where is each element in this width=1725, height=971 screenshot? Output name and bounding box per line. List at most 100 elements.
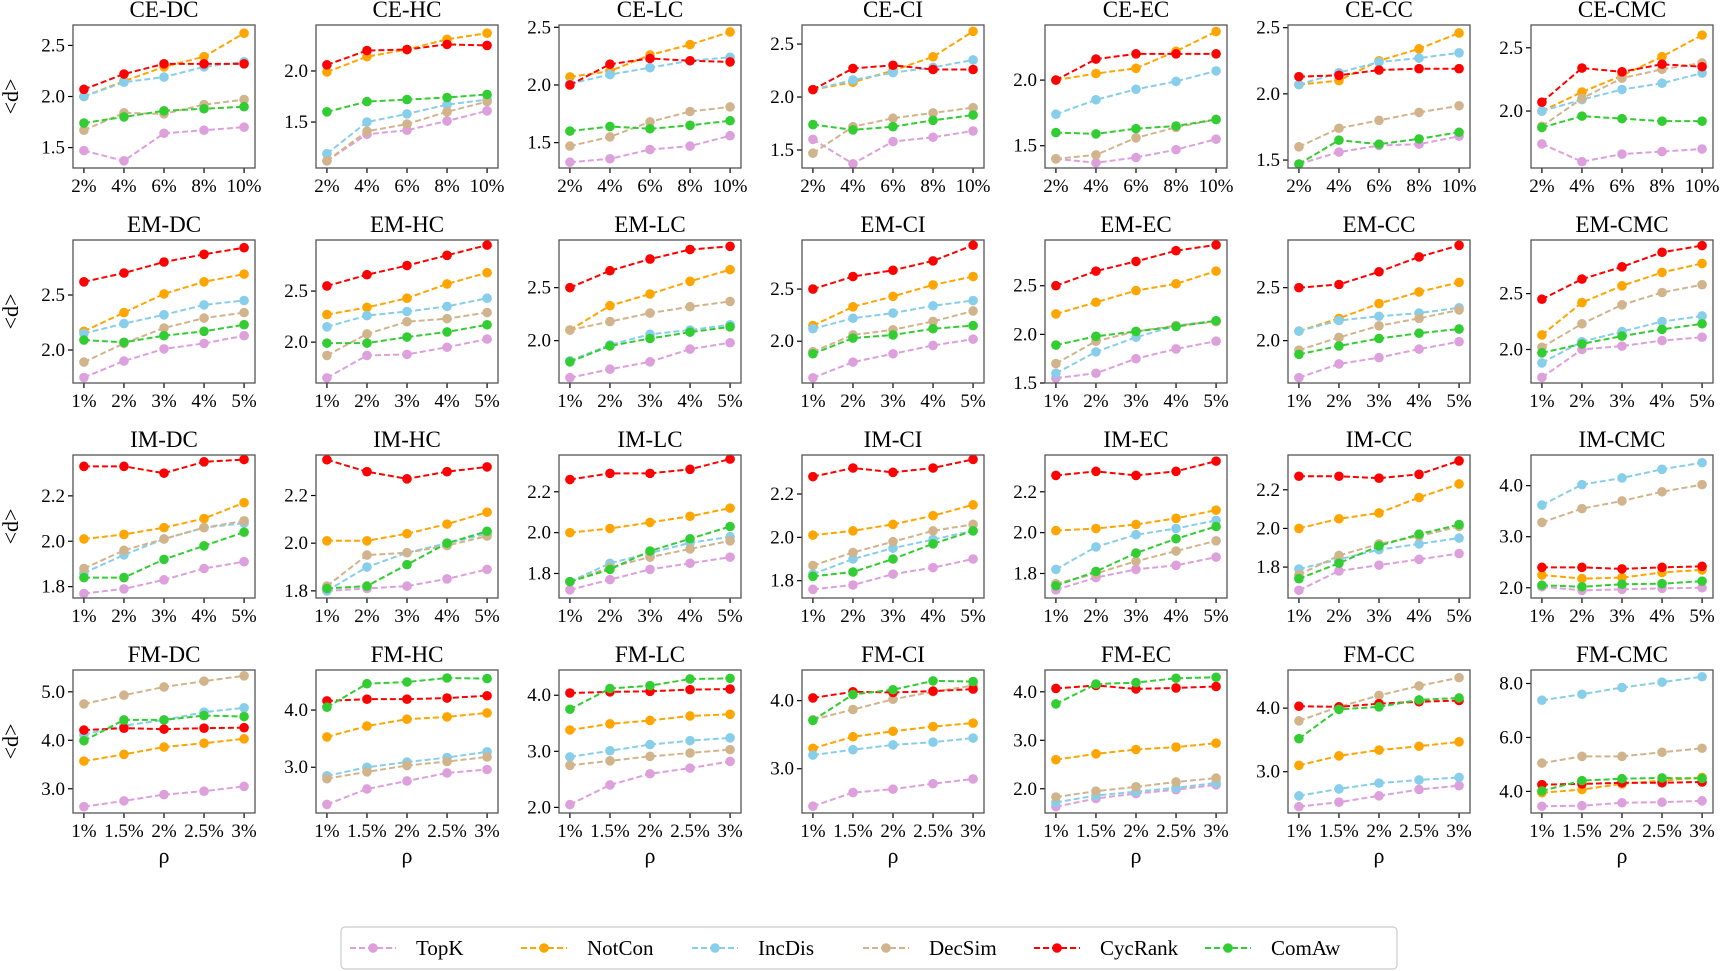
x-tick-label: 1%	[1286, 821, 1312, 842]
data-point-comaw	[1374, 541, 1384, 551]
data-point-notcon	[239, 734, 249, 744]
series-notcon	[322, 267, 492, 320]
y-tick-label: 2.5	[1256, 18, 1280, 39]
subplot-title: FM-HC	[371, 642, 444, 667]
x-tick-label: 2%	[354, 391, 380, 412]
data-point-notcon	[1211, 738, 1221, 748]
data-point-comaw	[848, 333, 858, 343]
data-point-incdis	[1657, 677, 1667, 687]
data-point-comaw	[119, 337, 129, 348]
x-tick-label: 3%	[474, 821, 500, 842]
data-point-comaw	[1414, 529, 1424, 540]
data-point-cycrank	[1131, 256, 1141, 267]
x-tick-label: 3%	[151, 391, 177, 412]
data-point-decsim	[199, 313, 209, 323]
series-comaw	[1051, 114, 1221, 139]
x-tick-label: 8%	[1649, 176, 1675, 197]
data-point-comaw	[888, 554, 898, 564]
series-topk	[565, 552, 735, 595]
data-point-decsim	[1657, 287, 1667, 298]
data-point-notcon	[1577, 297, 1587, 308]
data-point-incdis	[79, 328, 89, 339]
data-point-topk	[1171, 560, 1181, 571]
data-point-comaw	[1537, 580, 1547, 591]
data-point-topk	[79, 145, 89, 156]
series-incdis	[565, 733, 735, 762]
data-point-cycrank	[402, 694, 412, 704]
x-tick-label: 6%	[151, 176, 177, 197]
data-point-comaw	[159, 106, 169, 116]
series-comaw	[322, 319, 492, 348]
series-line-incdis	[1055, 519, 1217, 571]
data-point-cycrank	[482, 40, 492, 51]
series-line-notcon	[83, 273, 245, 333]
data-point-incdis	[1697, 311, 1707, 321]
data-point-topk	[605, 574, 615, 585]
data-point-incdis	[1211, 66, 1221, 76]
series-notcon	[1051, 738, 1221, 765]
data-point-topk	[442, 116, 452, 126]
y-axis-label: <d>	[0, 724, 23, 760]
data-point-notcon	[725, 264, 735, 275]
data-point-decsim	[119, 690, 129, 701]
data-point-comaw	[1294, 733, 1304, 744]
x-tick-label: 4%	[1649, 391, 1675, 412]
data-point-comaw	[1697, 318, 1707, 329]
data-point-comaw	[1537, 348, 1547, 358]
x-tick-label: 5%	[1689, 606, 1715, 627]
data-point-incdis	[1697, 671, 1707, 682]
axes-frame	[1530, 454, 1714, 599]
data-point-topk	[808, 801, 818, 811]
data-point-notcon	[1171, 278, 1181, 289]
y-tick-label: 1.5	[1256, 150, 1280, 171]
data-point-topk	[79, 801, 89, 812]
data-point-cycrank	[1537, 97, 1547, 107]
series-cycrank	[565, 241, 735, 293]
x-tick-label: 1%	[1286, 391, 1312, 412]
y-tick-label: 1.5	[770, 140, 794, 161]
subplot-title: CE-CC	[1345, 0, 1413, 22]
data-point-topk	[968, 774, 978, 784]
subplot-em-hc: EM-HC 2.0 2.5 1% 2% 3% 4% 5%	[284, 212, 500, 412]
data-point-notcon	[362, 302, 372, 313]
series-line-cycrank	[569, 245, 731, 289]
data-point-comaw	[808, 715, 818, 726]
data-point-topk	[442, 574, 452, 584]
data-point-cycrank	[1617, 67, 1627, 77]
data-point-comaw	[1657, 116, 1667, 126]
data-point-incdis	[888, 308, 898, 318]
data-point-topk	[119, 796, 129, 806]
data-point-topk	[239, 330, 249, 341]
data-point-cycrank	[1374, 65, 1384, 75]
data-point-topk	[1577, 156, 1587, 167]
axes-frame	[558, 669, 742, 814]
series-notcon	[79, 734, 249, 766]
data-point-comaw	[1577, 111, 1587, 121]
legend-label: TopK	[416, 936, 464, 960]
series-cycrank	[1051, 240, 1221, 291]
data-point-incdis	[1697, 457, 1707, 468]
x-tick-label: 5%	[474, 391, 500, 412]
data-point-decsim	[1171, 777, 1181, 787]
data-point-cycrank	[1211, 681, 1221, 692]
series-line-decsim	[1541, 747, 1703, 765]
x-tick-label: 1%	[1529, 606, 1555, 627]
data-point-topk	[685, 141, 695, 151]
data-point-cycrank	[888, 60, 898, 71]
series-cycrank	[79, 242, 249, 287]
x-tick-label: 2%	[111, 606, 137, 627]
data-point-decsim	[239, 671, 249, 681]
data-point-decsim	[1051, 154, 1061, 164]
data-point-decsim	[199, 522, 209, 533]
subplot-ce-ec: CE-EC 1.5 2.0 2% 4% 6% 8% 10%	[1013, 0, 1233, 197]
data-point-notcon	[322, 67, 332, 77]
data-point-cycrank	[1211, 240, 1221, 250]
x-tick-label: 2%	[597, 391, 623, 412]
y-tick-label: 2.0	[1013, 324, 1037, 345]
subplot-title: CE-EC	[1103, 0, 1169, 22]
data-point-notcon	[1171, 513, 1181, 524]
x-tick-label: 3%	[1366, 391, 1392, 412]
axes-frame	[1044, 24, 1228, 169]
series-topk	[1294, 548, 1464, 596]
data-point-decsim	[645, 117, 655, 127]
